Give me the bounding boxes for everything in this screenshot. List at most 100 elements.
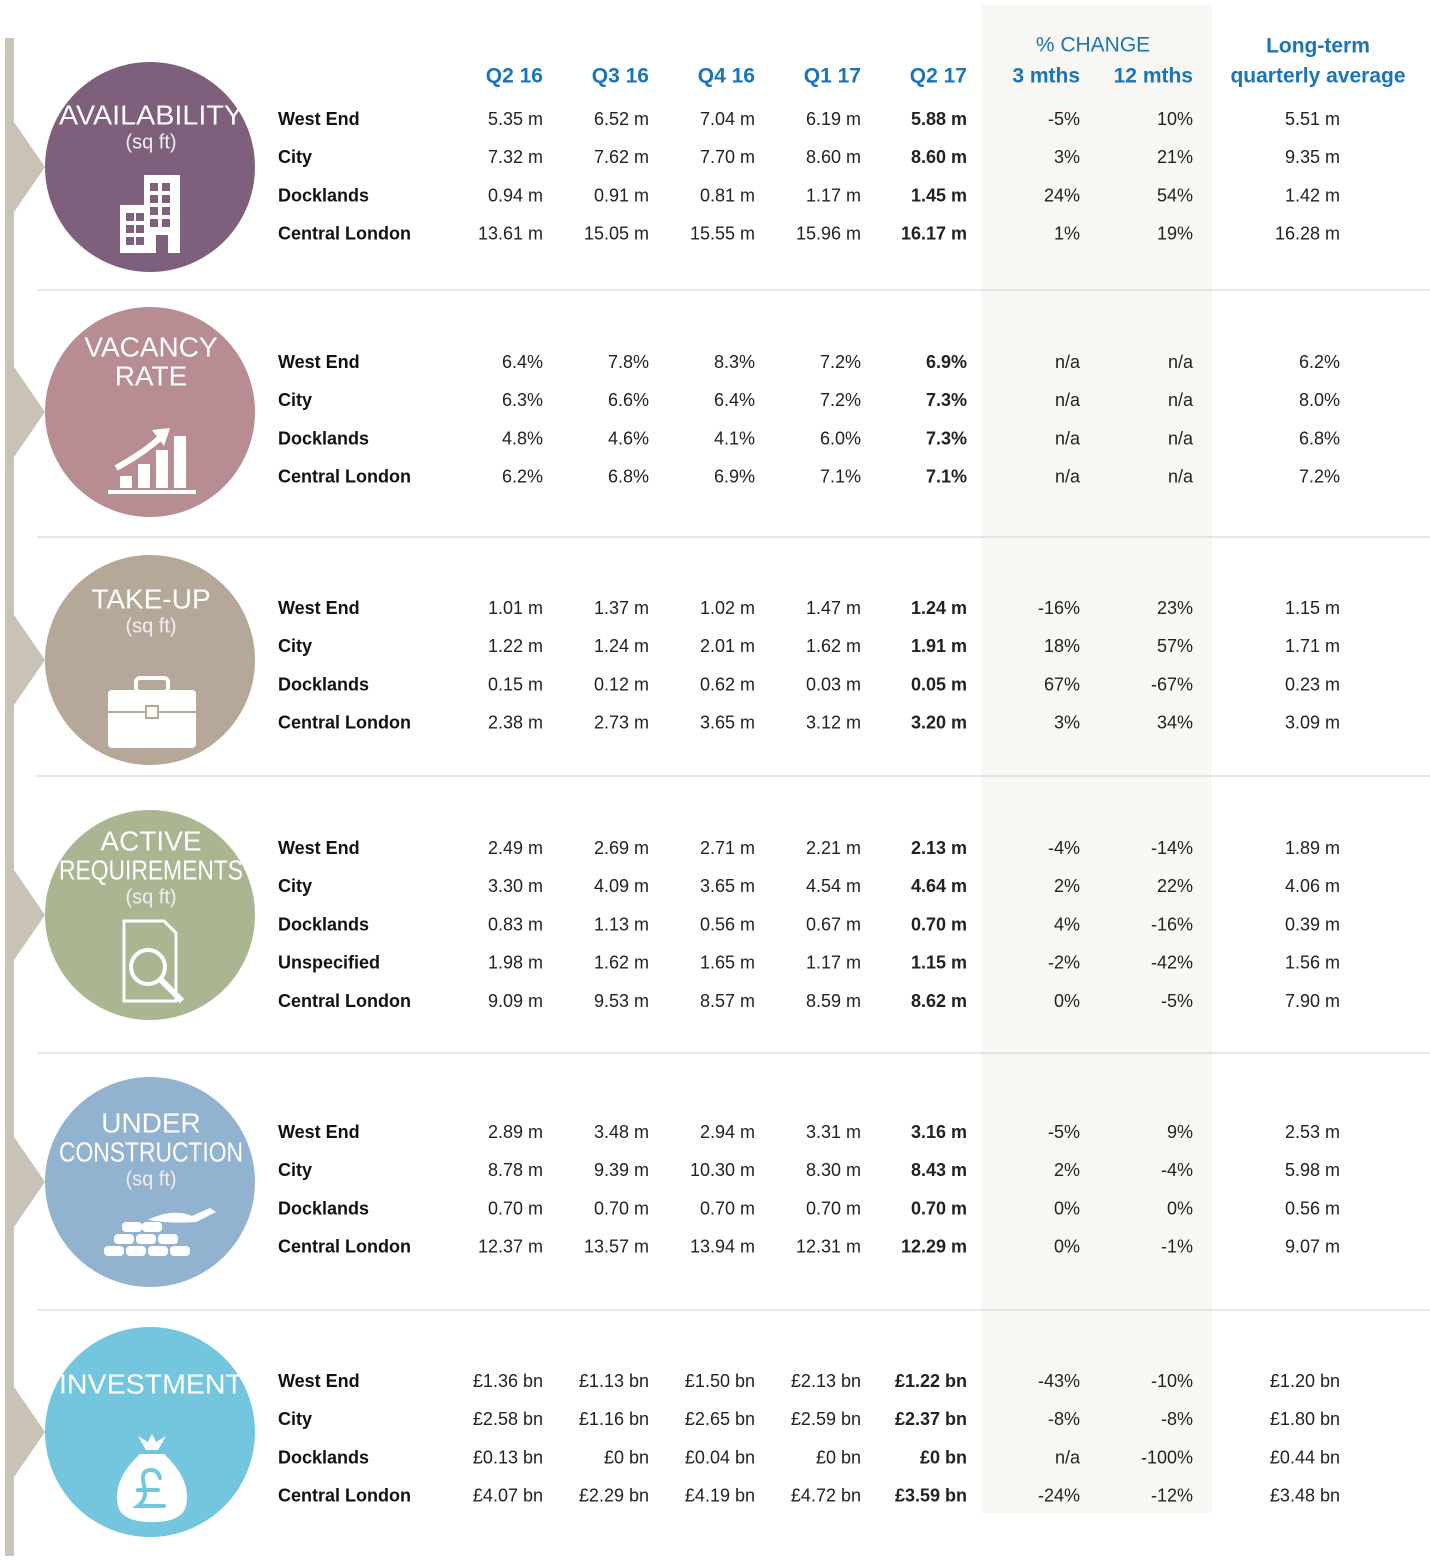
section-pointer	[14, 1387, 45, 1477]
cell: £0.04 bn	[685, 1447, 755, 1467]
cell: -5%	[1048, 109, 1080, 129]
icon-handle	[158, 977, 185, 1004]
cell: 34%	[1157, 713, 1193, 733]
period-header: Q2 16	[486, 65, 543, 88]
section-unit: (sq ft)	[125, 131, 176, 153]
cell: 10.30 m	[690, 1160, 755, 1180]
row-label: West End	[278, 598, 360, 618]
cell: 0%	[1054, 1237, 1080, 1257]
cell: n/a	[1055, 428, 1081, 448]
section-icon	[122, 919, 185, 1004]
row-label: Central London	[278, 991, 411, 1011]
cell: 0.70 m	[488, 1198, 543, 1218]
period-header: Q1 17	[804, 65, 861, 88]
cell: 1.37 m	[594, 598, 649, 618]
row-label: Central London	[278, 713, 411, 733]
row-label: City	[278, 147, 312, 167]
cell: -24%	[1038, 1486, 1080, 1506]
cell: 8.43 m	[911, 1160, 967, 1180]
icon-window	[126, 213, 134, 221]
cell: 1%	[1054, 224, 1080, 244]
section-unit: (sq ft)	[125, 886, 176, 908]
cell: 0.56 m	[1285, 1198, 1340, 1218]
section-circle	[45, 62, 255, 272]
change-header: 3 mths	[1012, 65, 1080, 88]
cell: 16.17 m	[901, 224, 967, 244]
cell: 13.94 m	[690, 1237, 755, 1257]
cell: £0 bn	[816, 1447, 861, 1467]
cell: £2.29 bn	[579, 1486, 649, 1506]
icon-bar	[138, 464, 150, 488]
icon-base	[108, 490, 196, 494]
cell: £0.44 bn	[1270, 1447, 1340, 1467]
icon-window	[136, 213, 144, 221]
cell: 1.01 m	[488, 598, 543, 618]
cell: 5.51 m	[1285, 109, 1340, 129]
icon-trowel	[148, 1208, 216, 1223]
section-icon	[108, 676, 196, 748]
icon-brick	[142, 1222, 162, 1232]
cell: 7.3%	[926, 428, 967, 448]
section-pointer	[14, 122, 45, 212]
section-unit: (sq ft)	[125, 1168, 176, 1190]
cell: 0.12 m	[594, 674, 649, 694]
cell: 0.70 m	[911, 914, 967, 934]
cell: 7.32 m	[488, 147, 543, 167]
section-title: TAKE-UP	[91, 583, 210, 614]
cell: -4%	[1048, 838, 1080, 858]
cell: £1.80 bn	[1270, 1409, 1340, 1429]
cell: 9.07 m	[1285, 1237, 1340, 1257]
row-label: West End	[278, 1371, 360, 1391]
cell: 2.01 m	[700, 636, 755, 656]
cell: 9.39 m	[594, 1160, 649, 1180]
section-pointer	[14, 1137, 45, 1227]
cell: 0.15 m	[488, 674, 543, 694]
cell: 19%	[1157, 224, 1193, 244]
cell: 15.55 m	[690, 224, 755, 244]
cell: 1.71 m	[1285, 636, 1340, 656]
icon-window	[150, 219, 158, 227]
cell: 21%	[1157, 147, 1193, 167]
cell: 0.83 m	[488, 914, 543, 934]
cell: 1.13 m	[594, 914, 649, 934]
cell: 0.91 m	[594, 185, 649, 205]
cell: 3.48 m	[594, 1122, 649, 1142]
cell: 5.98 m	[1285, 1160, 1340, 1180]
average-title: quarterly average	[1230, 65, 1405, 88]
cell: 2.94 m	[700, 1122, 755, 1142]
section-title: RATE	[115, 360, 188, 391]
cell: n/a	[1055, 1447, 1081, 1467]
header: % CHANGE Long-term quarterly average	[1036, 34, 1406, 88]
row-label: West End	[278, 1122, 360, 1142]
section-pointer	[14, 615, 45, 705]
cell: 54%	[1157, 185, 1193, 205]
cell: 7.2%	[820, 352, 861, 372]
cell: n/a	[1168, 390, 1194, 410]
icon-brick	[158, 1234, 178, 1244]
cell: 8.30 m	[806, 1160, 861, 1180]
cell: 3.20 m	[911, 713, 967, 733]
section-title: INVESTMENT	[59, 1368, 243, 1399]
cell: 13.57 m	[584, 1237, 649, 1257]
cell: 4.1%	[714, 428, 755, 448]
cell: 15.96 m	[796, 224, 861, 244]
cell: £4.72 bn	[791, 1486, 861, 1506]
cell: £3.48 bn	[1270, 1486, 1340, 1506]
period-header: Q4 16	[698, 65, 755, 88]
cell: -5%	[1161, 991, 1193, 1011]
cell: -16%	[1151, 914, 1193, 934]
cell: £1.22 bn	[895, 1371, 967, 1391]
section-circle	[45, 1077, 255, 1287]
row-label: Central London	[278, 224, 411, 244]
cell: 2.49 m	[488, 838, 543, 858]
cell: 1.24 m	[594, 636, 649, 656]
cell: 7.1%	[820, 467, 861, 487]
cell: -10%	[1151, 1371, 1193, 1391]
section-unit: (sq ft)	[125, 615, 176, 637]
cell: 2.71 m	[700, 838, 755, 858]
cell: 0.23 m	[1285, 674, 1340, 694]
icon-brick	[136, 1234, 156, 1244]
cell: 1.62 m	[594, 953, 649, 973]
icon-arrowhead	[152, 428, 170, 446]
cell: -16%	[1038, 598, 1080, 618]
